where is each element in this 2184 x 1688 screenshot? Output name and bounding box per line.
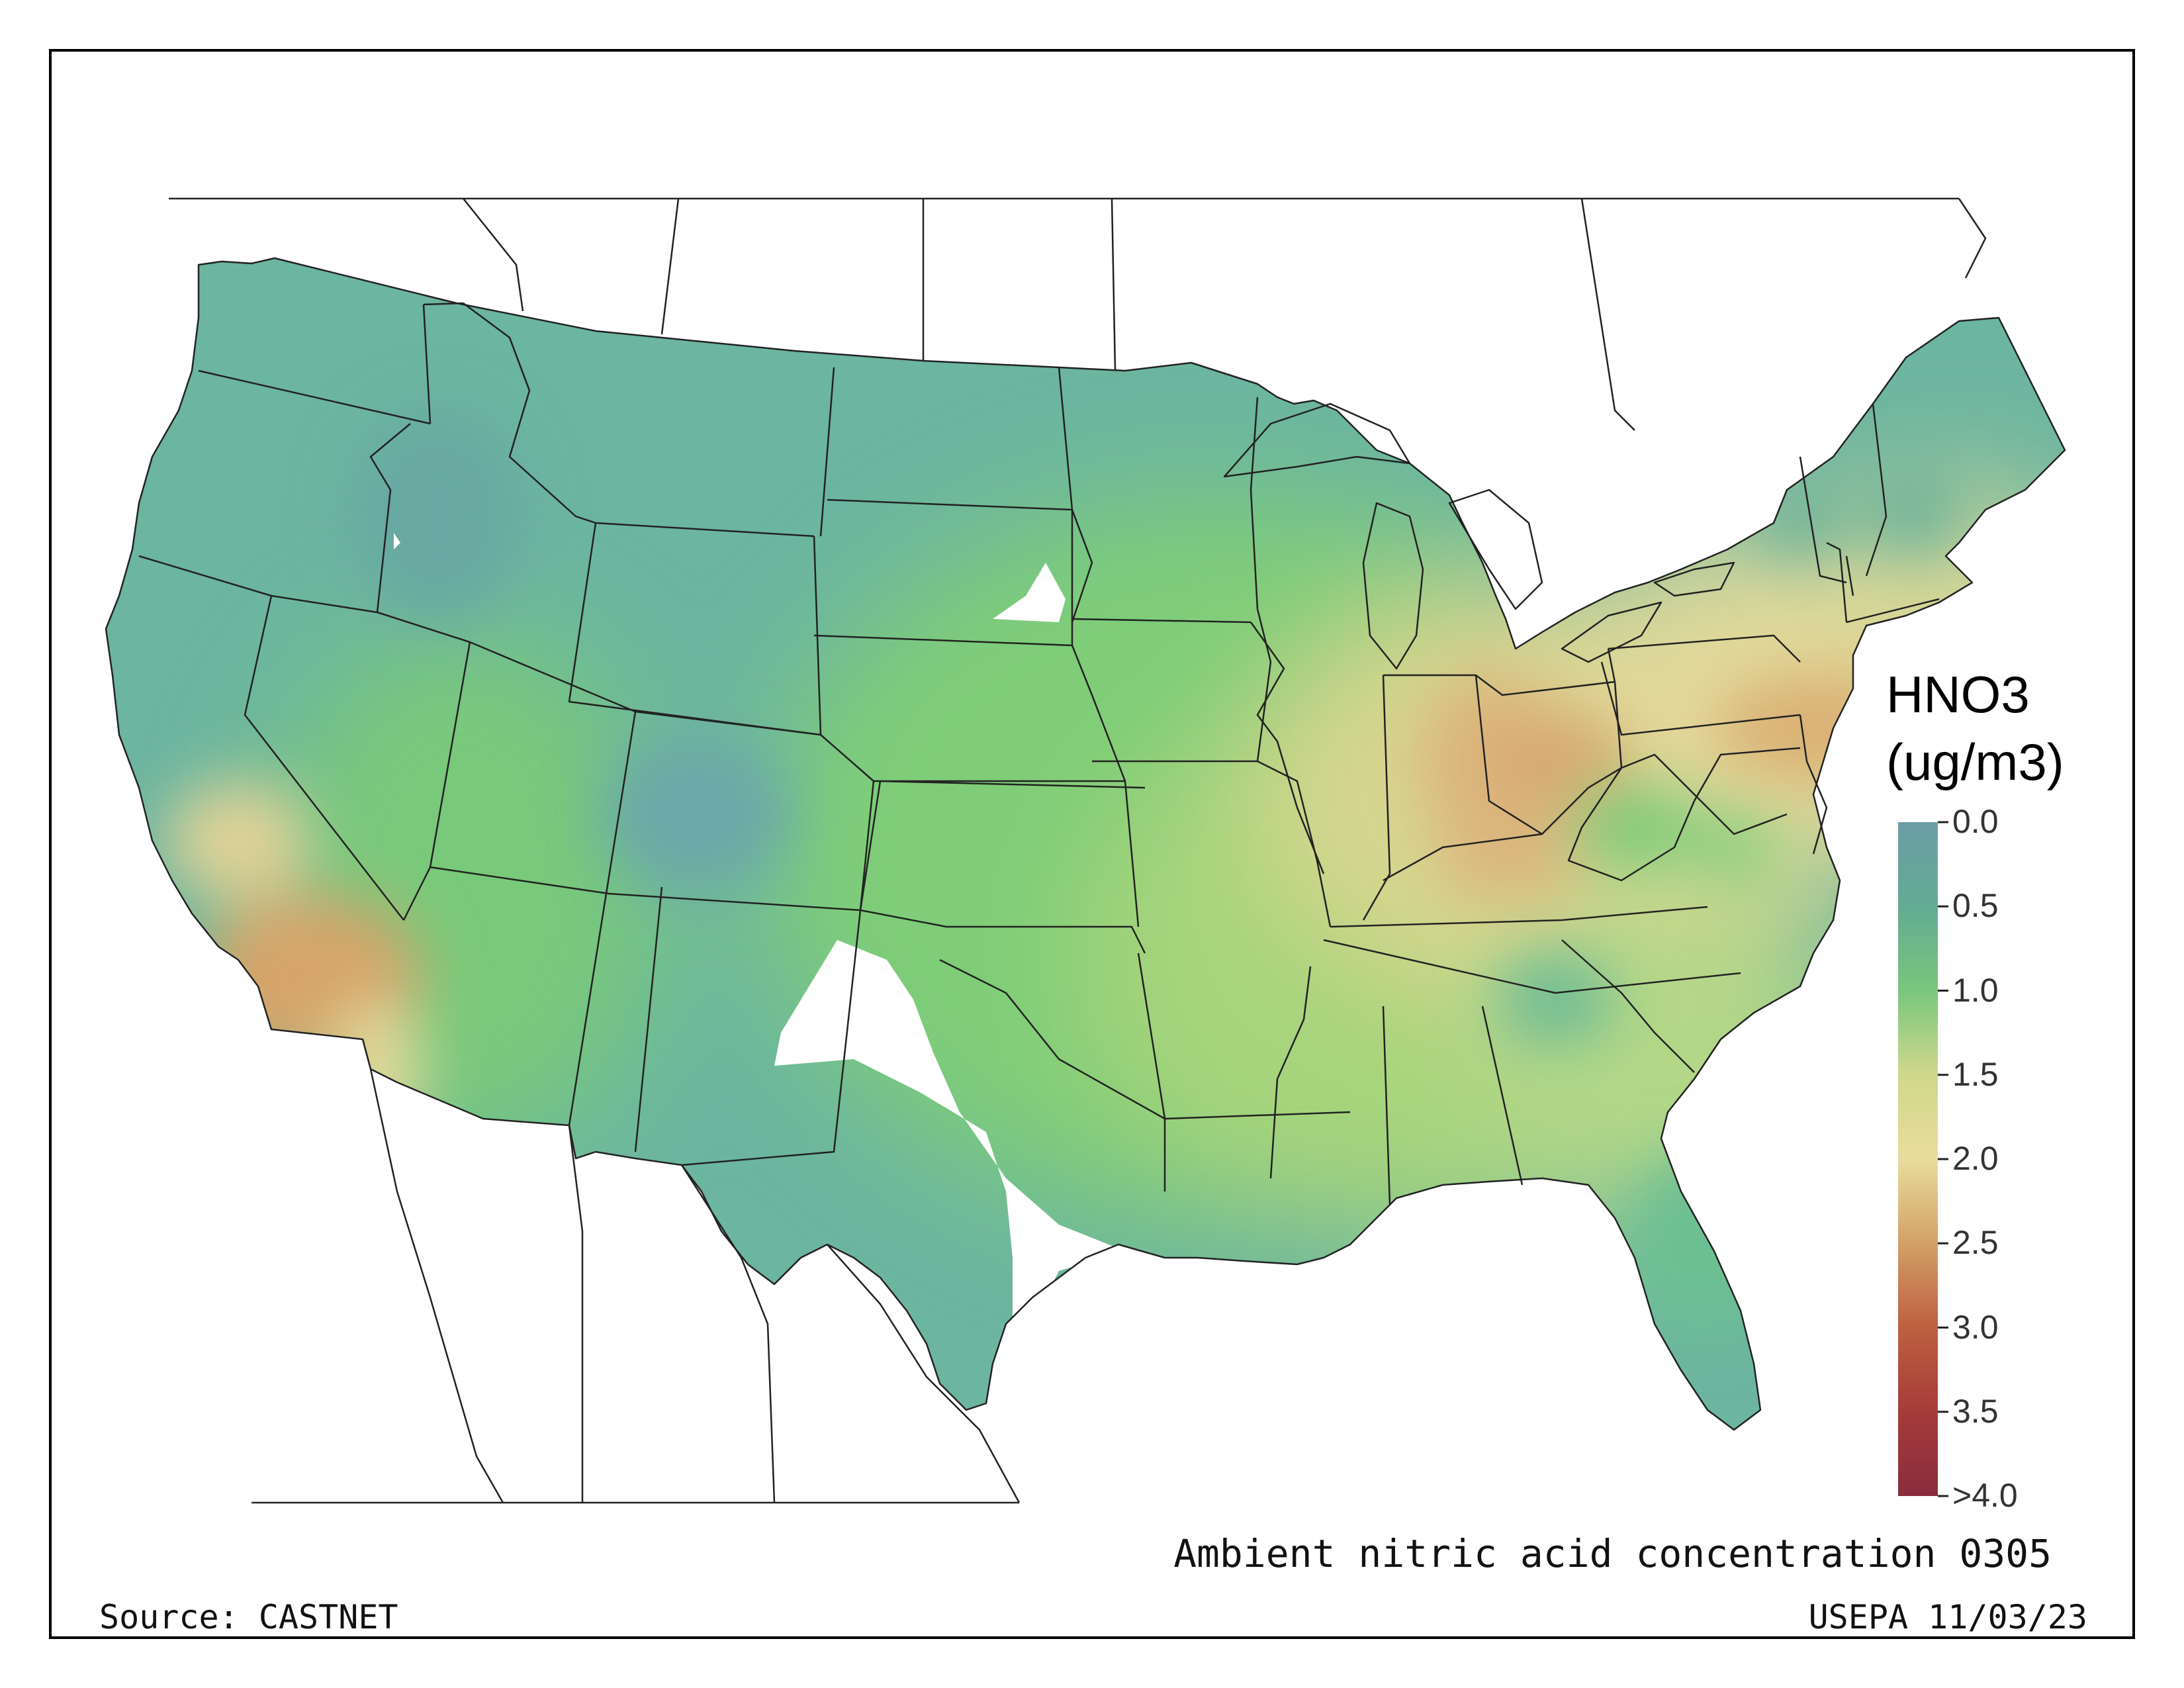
credit-label: USEPA 11/03/23 bbox=[1808, 1598, 2087, 1636]
legend-tick-label: 1.5 bbox=[1952, 1055, 1999, 1093]
legend-tick-label: 3.5 bbox=[1952, 1392, 1999, 1430]
legend-tick-label: 0.0 bbox=[1952, 803, 1999, 840]
concentration-field bbox=[106, 258, 2065, 1430]
legend-tick-label: 2.5 bbox=[1952, 1224, 1999, 1262]
legend-title-unit: (ug/m3) bbox=[1886, 733, 2064, 791]
map-title: Ambient nitric acid concentration 0305 bbox=[1173, 1531, 2052, 1576]
legend-title-symbol: HNO3 bbox=[1886, 665, 2030, 724]
legend-tick-label: 2.0 bbox=[1952, 1140, 1999, 1177]
legend-tick-label: 3.0 bbox=[1952, 1308, 1999, 1346]
boundary-lines bbox=[105, 197, 2066, 1504]
legend-colorbar bbox=[1898, 821, 1948, 1497]
legend-tick-label: 0.5 bbox=[1952, 887, 1999, 925]
legend-tick-label: >4.0 bbox=[1952, 1477, 2018, 1514]
legend-tick-label: 1.0 bbox=[1952, 971, 1999, 1009]
source-label: Source: CASTNET bbox=[99, 1598, 398, 1636]
map-frame bbox=[49, 49, 2135, 1639]
